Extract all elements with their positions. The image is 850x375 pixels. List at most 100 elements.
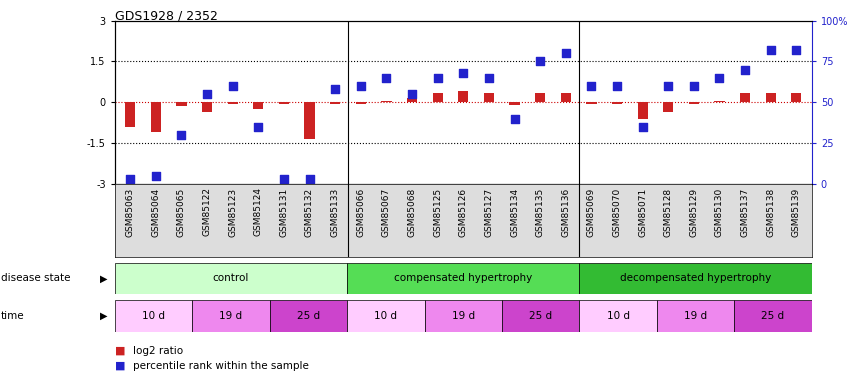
Text: GSM85128: GSM85128 (664, 188, 672, 237)
Text: GSM85066: GSM85066 (356, 188, 366, 237)
Text: 10 d: 10 d (374, 311, 397, 321)
Text: 19 d: 19 d (219, 311, 242, 321)
Text: GSM85071: GSM85071 (638, 188, 647, 237)
Text: control: control (212, 273, 249, 284)
Text: GSM85139: GSM85139 (792, 188, 801, 237)
Bar (663, 102, 673, 112)
Bar (561, 93, 571, 102)
Bar (382, 101, 392, 102)
Point (739, 67, 752, 73)
Text: percentile rank within the sample: percentile rank within the sample (133, 361, 309, 370)
Text: GSM85069: GSM85069 (586, 188, 596, 237)
Bar (612, 102, 622, 104)
Point (790, 47, 803, 53)
Point (354, 83, 367, 89)
Bar (269, 300, 347, 332)
Text: GSM85131: GSM85131 (280, 188, 288, 237)
Bar (638, 102, 648, 118)
Text: GSM85126: GSM85126 (459, 188, 468, 237)
Text: ■: ■ (115, 346, 125, 355)
Text: GSM85125: GSM85125 (434, 188, 442, 237)
Bar (714, 101, 724, 102)
Bar (458, 92, 468, 102)
Bar (304, 102, 314, 139)
Bar (330, 102, 340, 104)
Point (661, 83, 675, 89)
Text: 10 d: 10 d (607, 311, 630, 321)
Bar (228, 102, 238, 104)
Point (456, 70, 470, 76)
Text: log2 ratio: log2 ratio (133, 346, 184, 355)
Point (277, 176, 291, 182)
Bar (253, 102, 264, 109)
Text: GSM85065: GSM85065 (177, 188, 186, 237)
Bar (125, 102, 135, 127)
Text: GSM85127: GSM85127 (484, 188, 493, 237)
Point (149, 172, 162, 178)
Point (559, 50, 573, 56)
Point (252, 124, 265, 130)
Text: GDS1928 / 2352: GDS1928 / 2352 (115, 9, 218, 22)
Point (687, 83, 700, 89)
Text: decompensated hypertrophy: decompensated hypertrophy (620, 273, 771, 284)
Bar (279, 102, 289, 104)
Bar (509, 102, 519, 105)
Text: compensated hypertrophy: compensated hypertrophy (394, 273, 532, 284)
Text: GSM85070: GSM85070 (613, 188, 621, 237)
Text: GSM85124: GSM85124 (254, 188, 263, 236)
Bar (347, 262, 580, 294)
Text: GSM85063: GSM85063 (126, 188, 134, 237)
Bar (347, 300, 424, 332)
Text: GSM85068: GSM85068 (407, 188, 416, 237)
Point (431, 75, 445, 81)
Bar (580, 262, 812, 294)
Point (123, 176, 137, 182)
Text: time: time (1, 311, 25, 321)
Bar (586, 102, 597, 104)
Text: 10 d: 10 d (142, 311, 165, 321)
Text: GSM85067: GSM85067 (382, 188, 391, 237)
Bar (791, 93, 802, 102)
Text: GSM85138: GSM85138 (766, 188, 775, 237)
Bar (202, 102, 212, 112)
Text: 25 d: 25 d (297, 311, 320, 321)
Text: GSM85123: GSM85123 (228, 188, 237, 237)
Text: GSM85133: GSM85133 (331, 188, 340, 237)
Text: ■: ■ (115, 361, 125, 370)
Text: 19 d: 19 d (451, 311, 475, 321)
Point (636, 124, 649, 130)
Bar (176, 102, 186, 106)
Bar (740, 93, 751, 102)
Point (764, 47, 778, 53)
Point (380, 75, 394, 81)
Text: GSM85134: GSM85134 (510, 188, 519, 237)
Bar (150, 102, 161, 132)
Text: GSM85130: GSM85130 (715, 188, 724, 237)
Point (405, 91, 419, 97)
Bar (115, 300, 192, 332)
Text: GSM85064: GSM85064 (151, 188, 161, 237)
Point (482, 75, 496, 81)
Bar (192, 300, 269, 332)
Text: GSM85122: GSM85122 (202, 188, 212, 236)
Point (328, 86, 342, 92)
Point (303, 176, 316, 182)
Point (585, 83, 598, 89)
Bar (355, 102, 366, 104)
Text: ▶: ▶ (100, 311, 108, 321)
Text: GSM85136: GSM85136 (561, 188, 570, 237)
Bar (115, 262, 347, 294)
Text: ▶: ▶ (100, 273, 108, 284)
Text: 19 d: 19 d (684, 311, 707, 321)
Text: disease state: disease state (1, 273, 71, 284)
Text: GSM85129: GSM85129 (689, 188, 699, 237)
Point (174, 132, 188, 138)
Text: GSM85137: GSM85137 (740, 188, 750, 237)
Bar (433, 93, 443, 102)
Point (201, 91, 214, 97)
Bar (502, 300, 580, 332)
Text: 25 d: 25 d (530, 311, 552, 321)
Bar (734, 300, 812, 332)
Bar (424, 300, 502, 332)
Text: 25 d: 25 d (762, 311, 785, 321)
